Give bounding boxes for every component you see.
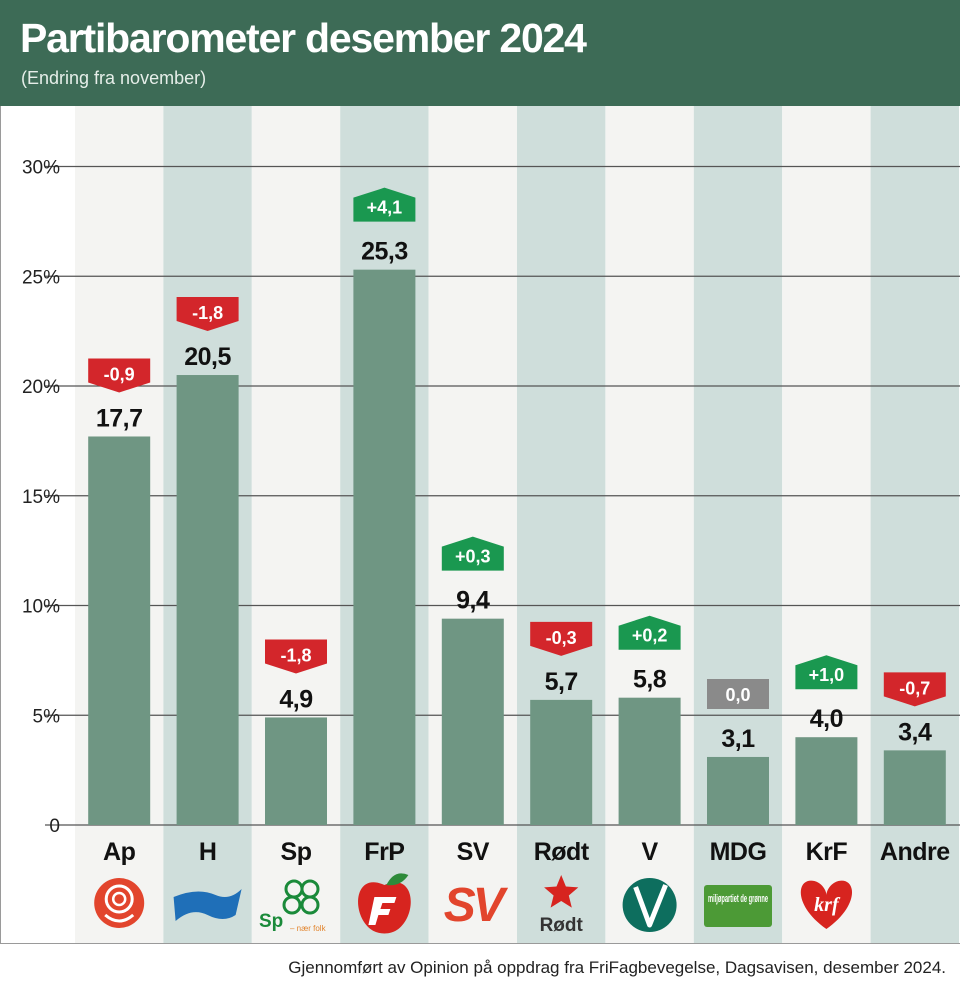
source-note: Gjennomført av Opinion på oppdrag fra Fr… [288,958,946,977]
change-badge [707,678,769,709]
bar [176,375,239,825]
value-label: 4,0 [810,705,843,733]
mdg-icon: miljøpartiet de grønne [704,885,772,927]
apple-icon [358,873,411,934]
bar-chart: 0 5% 10% 15% 20% 25% 30% 17,7 -0,9 Ap 20,5 -1,8 H 4,9… [22,106,960,944]
category-label: H [199,838,217,866]
y-tick-label: 30% [22,158,60,179]
value-label: 3,1 [721,725,755,753]
chart-subtitle: (Endring fra november) [21,68,207,88]
svg-text:krf: krf [814,894,841,916]
bottom-rule [0,943,960,944]
change-label: +1,0 [809,665,845,685]
y-tick-label: 10% [22,597,60,618]
value-label: 4,9 [279,685,312,713]
heart-icon: krf [800,880,853,929]
value-label: 3,4 [898,718,932,746]
value-label: 20,5 [184,343,231,371]
chart-header: Partibarometer desember 2024 (Endring fr… [0,0,960,106]
bar [353,269,416,825]
value-label: 25,3 [361,238,408,266]
svg-text:miljøpartiet de grønne: miljøpartiet de grønne [708,893,768,905]
svg-text:Rødt: Rødt [540,915,584,936]
y-tick-label: 20% [22,377,60,398]
value-label: 17,7 [96,404,143,432]
bar [441,618,504,825]
bar [265,717,327,825]
y-tick-label: 15% [22,487,60,508]
change-label: 0,0 [725,685,750,705]
y-tick-label: 25% [22,267,60,288]
bar [707,756,769,825]
category-label: SV [457,838,490,866]
category-label: Rødt [534,838,590,866]
change-badge [795,655,858,690]
category-label: FrP [364,838,404,866]
change-badge [353,187,416,222]
category-label: KrF [806,838,848,866]
value-label: 5,8 [633,666,667,694]
change-label: -0,3 [546,628,577,648]
change-badge [530,621,593,656]
value-label: 9,4 [456,587,490,615]
change-label: -1,8 [192,303,223,323]
svg-text:SV: SV [444,879,509,932]
category-label: MDG [710,838,767,866]
rose-icon [94,878,145,928]
svg-text:Sp: Sp [259,911,283,932]
change-badge [618,615,681,650]
bar [88,436,151,825]
change-badge [88,358,151,393]
change-label: +0,2 [632,626,668,646]
change-label: -0,9 [104,364,135,384]
y-tick-label: 0 [49,816,60,837]
flag-icon [173,889,242,921]
change-badge [883,672,946,707]
clover-icon: Sp – nær folk [259,879,327,933]
star-icon: Rødt [540,875,584,936]
category-label: Andre [880,838,950,866]
change-label: +4,1 [367,198,403,218]
change-badge [176,297,239,332]
bar [883,750,946,825]
v-circle-icon [622,878,677,932]
change-badge [441,536,504,571]
svg-text:– nær folk: – nær folk [290,924,327,933]
bar [795,737,858,825]
sv-icon: SV [444,879,512,932]
bar [618,697,681,825]
category-label: Sp [281,838,312,866]
y-tick-label: 5% [33,706,61,727]
bar [530,699,593,825]
change-label: +0,3 [455,547,491,567]
value-label: 5,7 [545,668,578,696]
chart-title: Partibarometer desember 2024 [20,15,587,61]
category-label: V [642,838,659,866]
change-label: -1,8 [280,645,311,665]
change-badge [265,639,327,674]
category-label: Ap [103,838,136,866]
chart-area [0,106,960,944]
change-label: -0,7 [899,678,930,698]
